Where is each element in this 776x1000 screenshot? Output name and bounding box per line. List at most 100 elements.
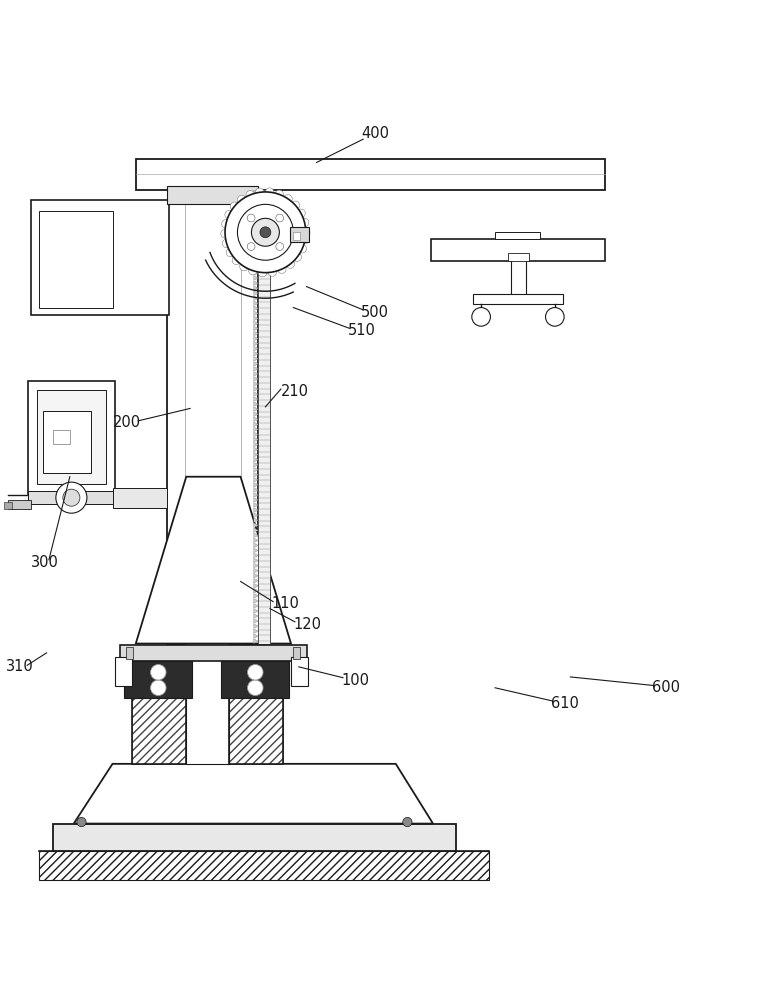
Circle shape [278,265,286,273]
Polygon shape [74,764,433,824]
Polygon shape [254,407,258,412]
Polygon shape [254,316,258,321]
Circle shape [260,227,271,238]
Polygon shape [254,543,258,548]
Circle shape [248,243,255,250]
Polygon shape [254,467,258,472]
Circle shape [230,202,239,211]
Polygon shape [254,417,258,422]
Circle shape [302,228,310,237]
Bar [186,636,229,764]
Polygon shape [254,382,258,386]
Polygon shape [254,528,258,533]
Text: 120: 120 [293,617,321,632]
Polygon shape [254,341,258,346]
Bar [258,190,270,644]
Polygon shape [229,667,283,764]
Bar [115,657,132,686]
Circle shape [225,192,306,273]
Polygon shape [136,477,291,644]
Polygon shape [254,523,258,528]
Polygon shape [254,447,258,452]
Polygon shape [254,372,258,376]
Polygon shape [254,296,258,301]
Circle shape [222,220,230,228]
Bar [28,381,115,494]
Bar [113,488,167,508]
Circle shape [301,235,310,244]
Polygon shape [254,281,258,285]
Circle shape [275,214,283,222]
Circle shape [248,665,263,680]
Polygon shape [254,387,258,391]
Circle shape [232,256,241,265]
Polygon shape [254,594,258,598]
Bar [39,851,489,880]
Circle shape [300,218,309,227]
Polygon shape [254,291,258,296]
Circle shape [248,680,263,696]
Polygon shape [254,427,258,432]
Bar [120,645,307,661]
Polygon shape [254,230,258,235]
Polygon shape [254,538,258,543]
Circle shape [223,239,231,248]
Circle shape [268,268,277,276]
Polygon shape [254,245,258,250]
Polygon shape [254,498,258,502]
Polygon shape [254,493,258,497]
Bar [43,411,91,473]
Bar [473,294,563,304]
Polygon shape [254,261,258,265]
Text: 510: 510 [348,323,376,338]
Bar [431,239,605,261]
Bar [132,667,186,764]
Circle shape [151,680,166,696]
Polygon shape [254,271,258,275]
Polygon shape [254,442,258,447]
Polygon shape [254,553,258,558]
Polygon shape [254,220,258,225]
Bar [495,232,540,239]
Bar [508,253,529,261]
Polygon shape [254,377,258,381]
Polygon shape [254,533,258,538]
Polygon shape [254,195,258,200]
Circle shape [293,253,301,261]
Bar [167,201,258,645]
Circle shape [151,665,166,680]
Circle shape [251,218,279,246]
Polygon shape [254,422,258,427]
Polygon shape [254,583,258,588]
Bar [8,500,31,509]
Polygon shape [254,266,258,270]
Bar [124,661,192,698]
Circle shape [225,210,234,219]
Polygon shape [254,483,258,487]
Polygon shape [254,235,258,240]
Text: 200: 200 [113,415,140,430]
Bar [31,200,169,315]
Circle shape [296,209,305,218]
Polygon shape [254,619,258,623]
Bar [53,430,70,444]
Text: 310: 310 [6,659,34,674]
Circle shape [265,188,274,196]
Circle shape [275,243,283,250]
Circle shape [226,248,234,257]
Polygon shape [254,397,258,401]
Polygon shape [254,639,258,644]
Circle shape [258,268,267,277]
Polygon shape [254,578,258,583]
Bar [28,491,113,504]
Circle shape [240,262,248,271]
Polygon shape [254,624,258,628]
Polygon shape [254,392,258,396]
Polygon shape [254,240,258,245]
Circle shape [291,201,300,210]
Polygon shape [254,629,258,633]
Polygon shape [254,477,258,482]
Circle shape [63,489,80,506]
Bar [39,211,113,308]
Polygon shape [254,356,258,361]
